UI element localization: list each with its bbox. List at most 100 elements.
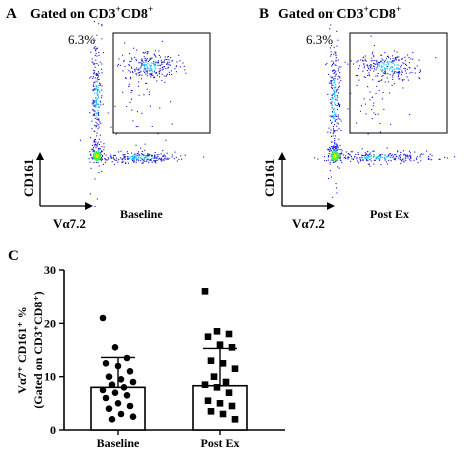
flow-event-dot <box>122 161 124 163</box>
flow-event-dot <box>108 158 110 160</box>
flow-event-dot <box>371 155 373 157</box>
flow-event-dot <box>144 64 146 66</box>
flow-event-dot <box>98 138 100 140</box>
flow-event-dot <box>414 67 416 69</box>
flow-event-dot <box>96 125 98 127</box>
flow-event-dot <box>129 64 131 66</box>
flow-event-dot <box>150 69 152 71</box>
flow-event-dot <box>339 118 341 120</box>
flow-event-dot <box>330 159 332 161</box>
panel-a: A Gated on CD3+CD8+ 6.3% CD161 Vα7.2 Bas… <box>6 4 211 231</box>
flow-event-dot <box>378 65 380 67</box>
flow-event-dot <box>94 113 96 115</box>
flow-event-dot <box>335 148 337 150</box>
flow-event-dot <box>143 52 145 54</box>
flow-event-dot <box>328 73 330 75</box>
flow-event-dot <box>136 49 138 51</box>
flow-event-dot <box>155 72 157 74</box>
flow-event-dot <box>361 156 363 158</box>
flow-event-dot <box>336 122 338 124</box>
flow-event-dot <box>407 157 409 159</box>
flow-event-dot <box>155 160 157 162</box>
flow-event-dot <box>395 157 397 159</box>
flow-event-dot <box>121 158 123 160</box>
flow-event-dot <box>93 130 95 132</box>
flow-event-dot <box>92 150 94 152</box>
flow-event-dot <box>330 103 332 105</box>
flow-event-dot <box>143 157 145 159</box>
flow-event-dot <box>410 155 412 157</box>
flow-event-dot <box>340 129 342 131</box>
flow-event-dot <box>158 73 160 75</box>
flow-event-dot <box>141 59 143 61</box>
flow-event-dot <box>94 143 96 145</box>
flow-event-dot <box>116 159 118 161</box>
flow-event-dot <box>94 66 96 68</box>
flow-event-dot <box>382 91 384 93</box>
flow-event-dot <box>124 154 126 156</box>
flow-event-dot <box>137 85 139 87</box>
flow-event-dot <box>339 157 341 159</box>
flow-event-dot <box>141 58 143 60</box>
flow-event-dot <box>404 56 406 58</box>
flow-event-dot <box>390 61 392 63</box>
flow-event-dot <box>96 63 98 65</box>
flow-event-dot <box>409 154 411 156</box>
flow-event-dot <box>93 150 95 152</box>
flow-event-dot <box>419 70 421 72</box>
flow-event-dot <box>392 60 394 62</box>
flow-event-dot <box>134 56 136 58</box>
flow-event-dot <box>107 157 109 159</box>
flow-event-dot <box>94 105 96 107</box>
flow-event-dot <box>402 158 404 160</box>
flow-event-dot <box>163 75 165 77</box>
flow-event-dot <box>160 153 162 155</box>
flow-event-dot <box>416 65 418 67</box>
flow-event-dot <box>357 160 359 162</box>
flow-event-dot <box>370 67 372 69</box>
flow-event-dot <box>363 157 365 159</box>
flow-event-dot <box>380 69 382 71</box>
flow-event-dot <box>330 102 332 104</box>
flow-event-dot <box>438 158 440 160</box>
flow-event-dot <box>331 77 333 79</box>
flow-event-dot <box>396 67 398 69</box>
flow-event-dot <box>387 73 389 75</box>
flow-event-dot <box>93 81 95 83</box>
flow-event-dot <box>149 70 151 72</box>
flow-event-dot <box>393 158 395 160</box>
flow-event-dot <box>138 69 140 71</box>
flow-event-dot <box>337 59 339 61</box>
flow-event-dot <box>329 119 331 121</box>
flow-event-dot <box>392 70 394 72</box>
flow-event-dot <box>98 23 100 25</box>
flow-event-dot <box>154 62 156 64</box>
flow-event-dot <box>158 72 160 74</box>
flow-event-dot <box>386 147 388 149</box>
flow-event-dot <box>380 157 382 159</box>
flow-event-dot <box>101 156 103 158</box>
flow-event-dot <box>331 146 333 148</box>
flow-event-dot <box>370 155 372 157</box>
flow-event-dot <box>335 150 337 152</box>
flow-event-dot <box>149 154 151 156</box>
flow-event-dot <box>123 155 125 157</box>
flow-event-dot <box>363 76 365 78</box>
flow-event-dot <box>373 55 375 57</box>
flow-event-dot <box>145 60 147 62</box>
flow-event-dot <box>159 70 161 72</box>
flow-event-dot <box>90 51 92 53</box>
data-point-baseline <box>117 376 125 383</box>
flow-event-dot <box>357 60 359 62</box>
flow-event-dot <box>94 55 96 57</box>
flow-event-dot <box>329 28 331 30</box>
flow-event-dot <box>392 62 394 64</box>
flow-event-dot <box>406 68 408 70</box>
flow-event-dot <box>124 42 126 44</box>
flow-event-dot <box>335 71 337 73</box>
flow-event-dot <box>418 59 420 61</box>
flow-event-dot <box>328 178 330 180</box>
panel-c-y-axis-title: Vα7⁺ CD161⁺ % (Gated on CD3⁺CD8⁺) <box>15 291 45 408</box>
flow-event-dot <box>400 66 402 68</box>
flow-event-dot <box>98 118 100 120</box>
